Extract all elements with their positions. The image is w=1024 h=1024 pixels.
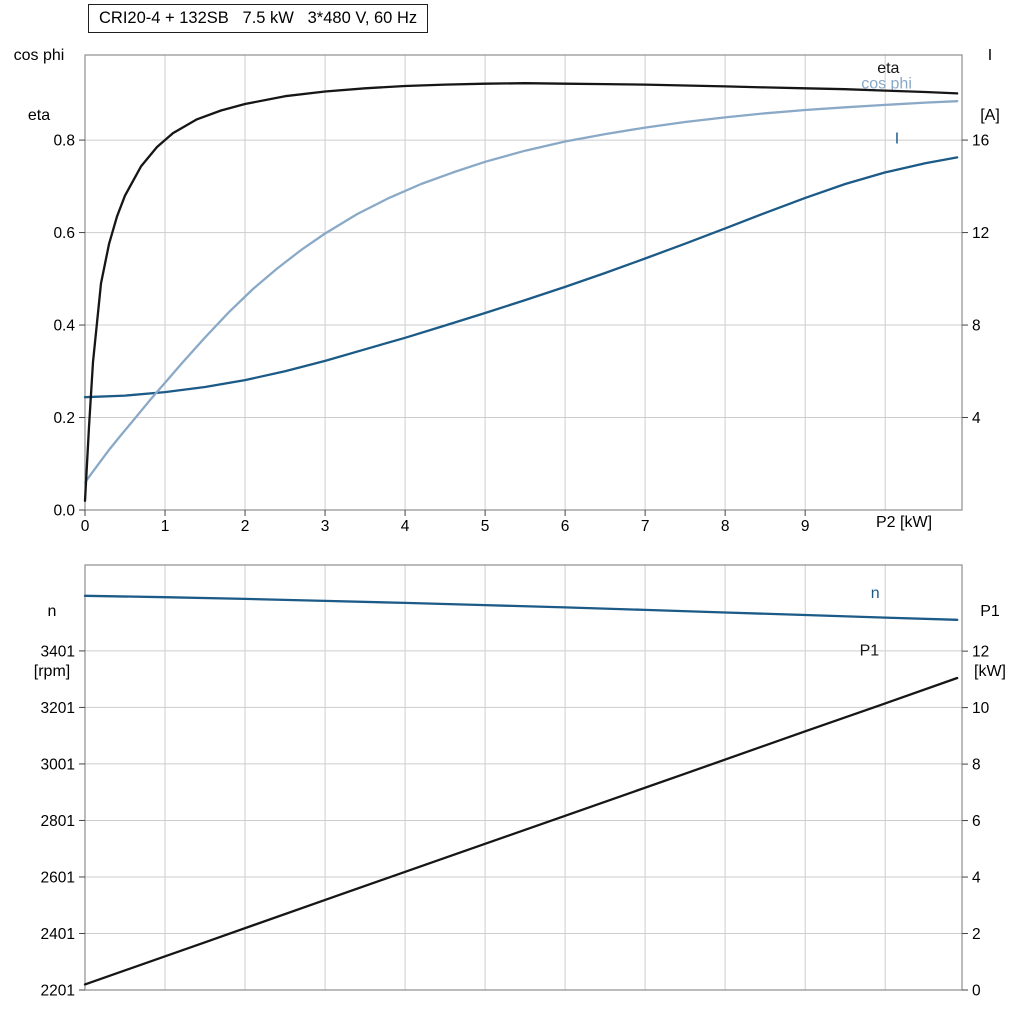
current-unit-label: [A] (980, 107, 1000, 124)
bottom-tick-label: 1 (161, 518, 170, 535)
left-tick-label: 2801 (41, 813, 75, 830)
curve-label-cos_phi: cos phi (861, 75, 912, 92)
left-tick-label: 0.8 (53, 133, 75, 150)
chart-panel-1: 2201 2401 2601 2801 3001 3201 3401 0 2 4 6 8 10 12 n P1 (41, 564, 990, 1000)
right-tick-label: 10 (972, 700, 990, 717)
bottom-tick-label: 4 (401, 518, 410, 535)
bottom-tick-label: 9 (801, 518, 810, 535)
top-left-axis-label: cos phi eta (6, 6, 72, 166)
current-axis-label: I (987, 47, 993, 64)
bottom-tick-label: 8 (721, 518, 730, 535)
right-tick-label: 8 (972, 757, 981, 774)
right-tick-label: 12 (972, 225, 989, 242)
power-axis-label: P1 (980, 603, 1000, 620)
right-tick-label: 4 (972, 410, 981, 427)
power-unit-label: [kW] (974, 663, 1006, 680)
bottom-tick-label: 7 (641, 518, 650, 535)
cos-phi-axis-label: cos phi (13, 47, 65, 64)
plot-frame (84, 54, 963, 511)
curve-label-n: n (871, 585, 880, 602)
speed-unit-label: [rpm] (33, 663, 71, 680)
curve-I (83, 156, 959, 399)
left-tick-label: 0.6 (53, 225, 75, 242)
eta-axis-label: eta (27, 107, 51, 124)
x-axis-label: P2 [kW] (876, 514, 933, 531)
curve-n (83, 594, 959, 621)
bottom-right-axis-label: P1 [kW] (966, 562, 1014, 722)
left-tick-label: 2401 (41, 926, 75, 943)
right-tick-label: 4 (972, 870, 981, 887)
left-tick-label: 0.0 (53, 503, 75, 520)
left-tick-label: 0.2 (53, 410, 75, 427)
bottom-tick-label: 0 (81, 518, 90, 535)
left-tick-label: 2201 (41, 983, 75, 1000)
right-tick-label: 2 (972, 926, 981, 943)
bottom-tick-label: 5 (481, 518, 490, 535)
bottom-tick-label: 6 (561, 518, 570, 535)
curve-P1 (83, 676, 959, 986)
top-right-axis-label: I [A] (968, 6, 1012, 166)
right-tick-label: 0 (972, 983, 981, 1000)
right-tick-label: 8 (972, 318, 981, 335)
right-tick-label: 16 (972, 133, 989, 150)
left-tick-label: 0.4 (53, 318, 75, 335)
curve-eta (83, 82, 959, 502)
bottom-tick-label: 3 (321, 518, 330, 535)
left-tick-label: 3201 (41, 700, 75, 717)
curve-cos_phi (83, 100, 959, 484)
plot-frame (84, 564, 963, 991)
bottom-left-axis-label: n [rpm] (24, 562, 80, 722)
right-tick-label: 12 (972, 644, 989, 661)
curve-label-I: I (895, 131, 899, 148)
curve-label-P1: P1 (860, 642, 880, 659)
chart-title-box: CRI20-4 + 132SB 7.5 kW 3*480 V, 60 Hz (88, 4, 429, 33)
curve-label-eta: eta (877, 60, 899, 77)
bottom-tick-label: 2 (241, 518, 250, 535)
left-tick-label: 3001 (41, 756, 75, 773)
left-tick-label: 2601 (41, 869, 75, 886)
left-tick-label: 3401 (41, 643, 75, 660)
speed-axis-label: n (47, 603, 57, 620)
right-tick-label: 6 (972, 813, 981, 830)
